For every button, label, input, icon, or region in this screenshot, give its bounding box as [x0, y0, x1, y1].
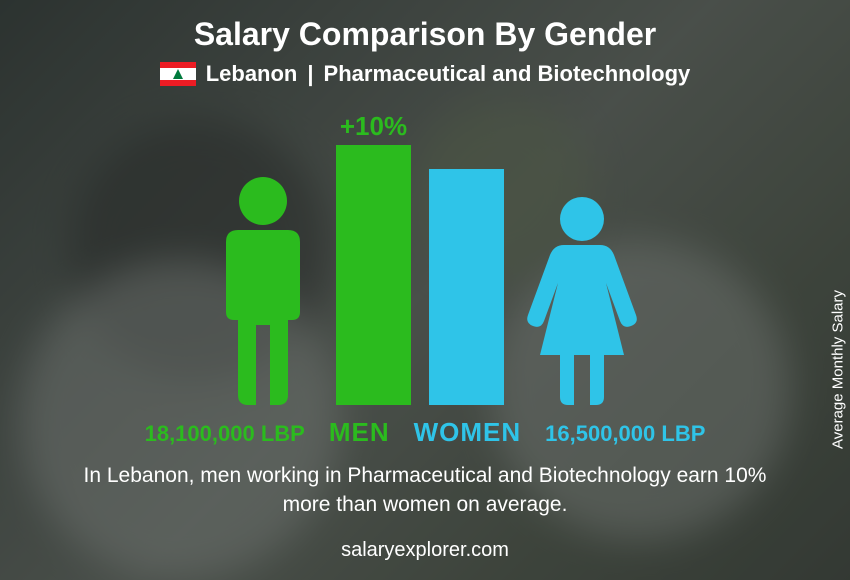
men-bar-column: +10% — [336, 145, 411, 405]
comparison-chart: +10% — [0, 87, 850, 425]
subtitle: Lebanon | Pharmaceutical and Biotechnolo… — [160, 61, 691, 87]
women-icon-column — [522, 195, 642, 405]
source-link: salaryexplorer.com — [341, 539, 509, 562]
female-icon — [522, 195, 642, 405]
y-axis-label: Average Monthly Salary — [830, 290, 847, 449]
percentage-label: +10% — [340, 111, 407, 142]
women-bar — [429, 169, 504, 405]
industry-label: Pharmaceutical and Biotechnology — [324, 61, 691, 87]
male-icon — [208, 175, 318, 405]
men-icon-column — [208, 175, 318, 405]
separator: | — [307, 61, 313, 87]
page-title: Salary Comparison By Gender — [194, 16, 656, 53]
men-bar — [336, 145, 411, 405]
women-bar-column — [429, 169, 504, 405]
lebanon-flag-icon — [160, 62, 196, 86]
country-label: Lebanon — [206, 61, 298, 87]
description-text: In Lebanon, men working in Pharmaceutica… — [65, 462, 785, 519]
